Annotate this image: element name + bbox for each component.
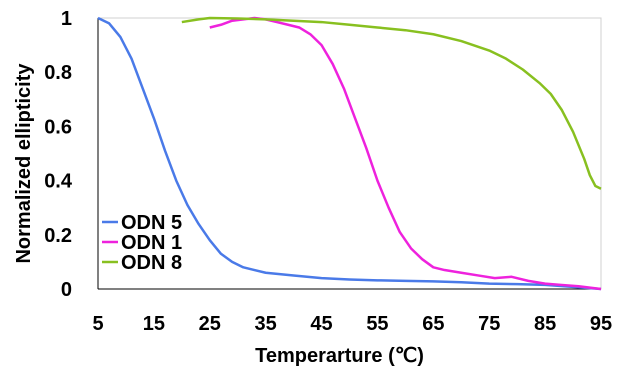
- x-tick-label: 75: [478, 313, 500, 335]
- y-tick-label: 0.6: [44, 116, 72, 138]
- x-tick-label: 65: [422, 313, 444, 335]
- y-tick-label: 0.2: [44, 225, 72, 247]
- x-axis-title: Temperarture (℃): [255, 345, 424, 367]
- x-tick-label: 45: [310, 313, 332, 335]
- x-tick-label: 15: [143, 313, 165, 335]
- legend-label: ODN 1: [121, 232, 182, 254]
- legend-label: ODN 5: [121, 212, 182, 234]
- y-tick-label: 0: [61, 279, 72, 301]
- y-tick-label: 1: [61, 8, 72, 30]
- series-line-odn-8: [181, 16, 602, 190]
- y-tick-label: 0.8: [44, 62, 72, 84]
- plot-area: [97, 16, 602, 291]
- legend-item: ODN 5: [102, 212, 182, 234]
- series-line-odn-5: [97, 16, 602, 291]
- series-layer: [97, 16, 602, 291]
- x-tick-label: 25: [199, 313, 221, 335]
- x-tick-labels: 5 15 25 35 45 55 65 75 85 95: [92, 313, 612, 335]
- legend-item: ODN 8: [102, 252, 182, 274]
- x-tick-label: 5: [92, 313, 103, 335]
- x-tick-label: 35: [255, 313, 277, 335]
- x-tick-label: 95: [590, 313, 612, 335]
- y-tick-labels: 0 0.2 0.4 0.6 0.8 1: [44, 8, 73, 301]
- x-tick-label: 85: [534, 313, 556, 335]
- legend-item: ODN 1: [102, 232, 182, 254]
- legend-label: ODN 8: [121, 252, 182, 274]
- y-tick-label: 0.4: [44, 171, 73, 193]
- y-axis-title: Normalized ellipticity: [13, 63, 35, 264]
- x-tick-label: 55: [366, 313, 388, 335]
